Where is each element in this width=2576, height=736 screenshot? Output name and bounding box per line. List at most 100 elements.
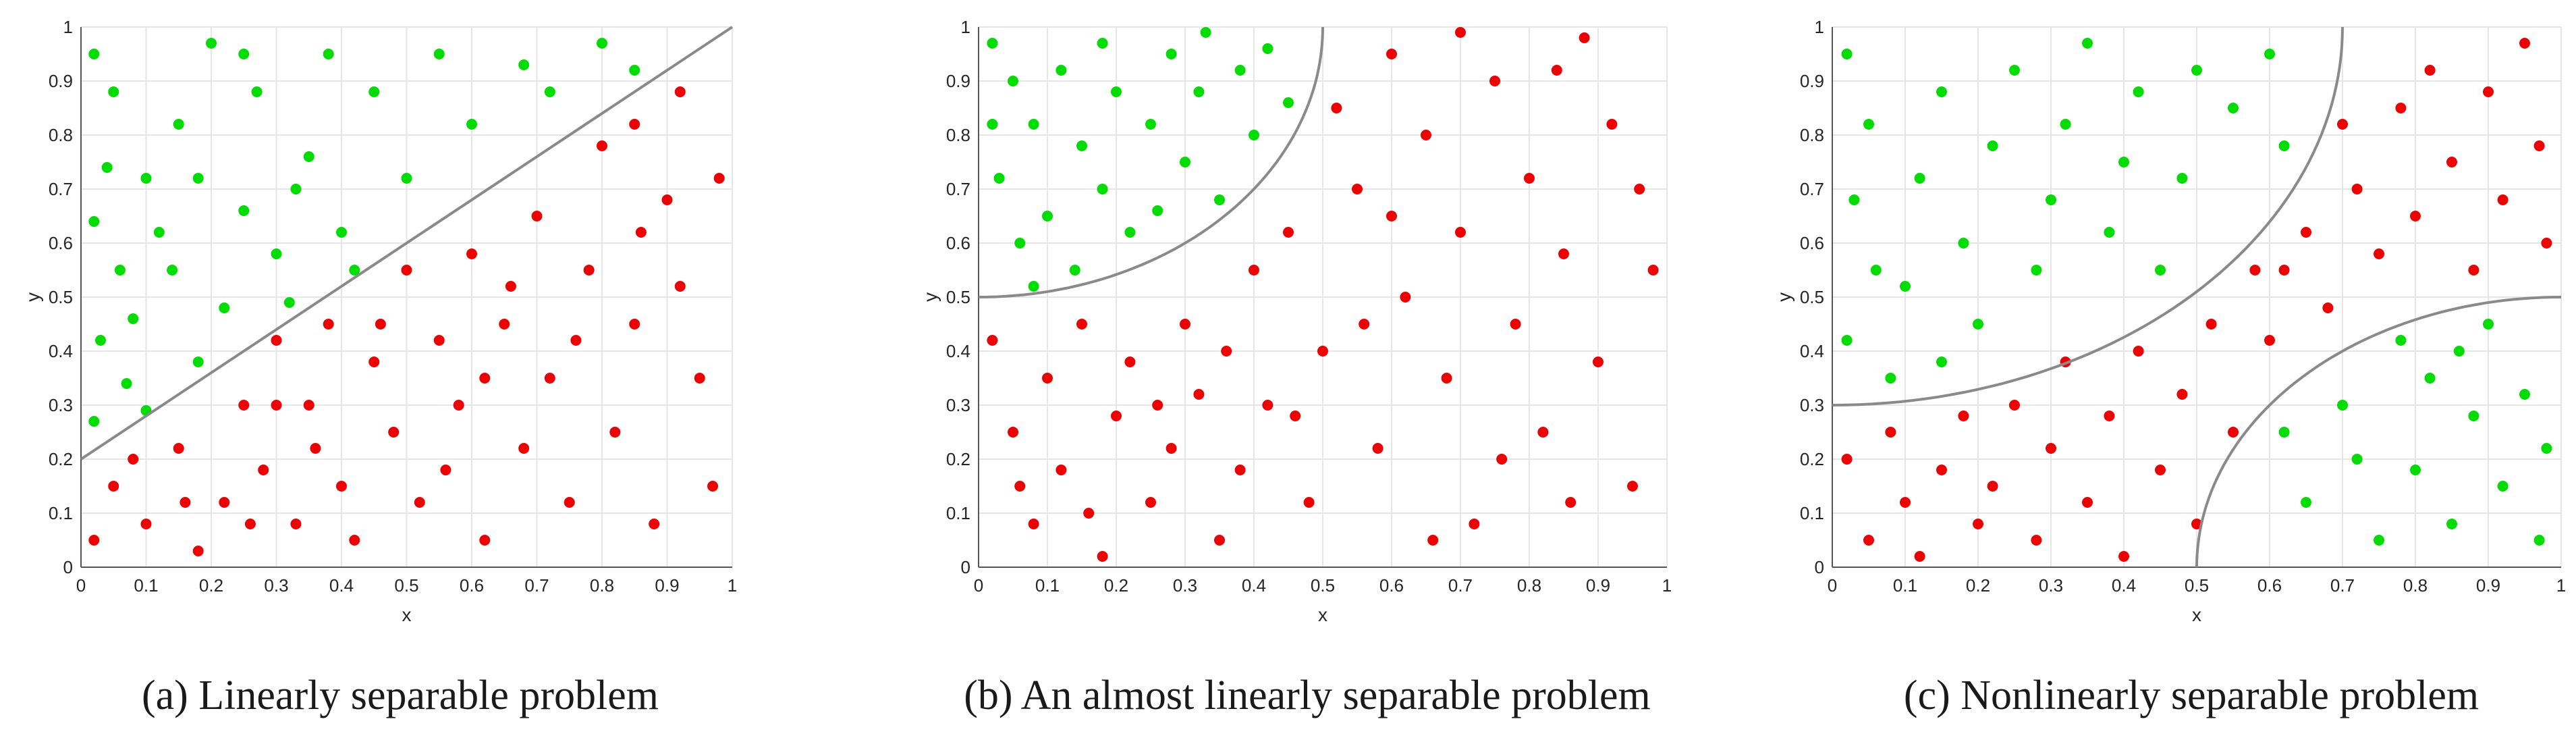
data-point-red [1565, 497, 1577, 508]
data-point-red [1283, 227, 1294, 238]
data-point-green [192, 357, 204, 367]
x-axis-label: x [1318, 604, 1327, 625]
y-axis-label: y [22, 292, 43, 302]
x-tick-label: 0.2 [199, 575, 223, 596]
data-point-red [303, 400, 314, 411]
data-point-green [401, 173, 412, 184]
y-tick-label: 0.8 [1800, 125, 1824, 145]
data-point-green [2104, 227, 2115, 238]
data-point-green [140, 173, 152, 184]
y-tick-label: 0.9 [946, 71, 970, 91]
data-point-green [1262, 43, 1273, 54]
data-point-green [2483, 319, 2494, 330]
data-point-red [238, 400, 250, 411]
data-point-green [1936, 86, 1947, 97]
y-tick-label: 0.5 [946, 287, 970, 307]
data-point-red [1841, 454, 1853, 465]
data-point-red [1221, 346, 1232, 357]
data-point-green [2446, 519, 2457, 529]
y-tick-label: 0.8 [49, 125, 73, 145]
y-tick-label: 1 [961, 17, 970, 37]
data-point-green [1028, 281, 1039, 292]
data-point-red [1606, 119, 1618, 130]
data-point-red [388, 427, 400, 438]
data-point-red [466, 248, 477, 259]
y-tick-label: 0.7 [946, 179, 970, 199]
data-point-red [1193, 389, 1205, 400]
data-point-green [1958, 238, 1969, 248]
data-point-red [1469, 519, 1480, 529]
data-point-red [140, 519, 152, 529]
x-tick-label: 0 [1828, 575, 1837, 596]
y-tick-label: 0.1 [1800, 503, 1824, 523]
y-tick-label: 0 [63, 557, 73, 577]
data-point-green [1841, 335, 1853, 346]
data-point-red [2278, 265, 2290, 275]
y-tick-label: 0 [1815, 557, 1824, 577]
data-point-red [1303, 497, 1315, 508]
data-point-red [649, 519, 660, 529]
y-tick-label: 0.6 [946, 233, 970, 253]
data-point-green [238, 49, 250, 59]
data-point-red [1958, 411, 1969, 421]
data-point-red [713, 173, 725, 184]
data-point-red [505, 281, 516, 292]
data-point-red [2155, 465, 2166, 475]
data-point-green [1914, 173, 1925, 184]
data-point-red [180, 497, 191, 508]
data-point-red [1352, 184, 1363, 194]
data-point-red [290, 519, 302, 529]
data-point-red [368, 357, 380, 367]
data-point-green [2031, 265, 2042, 275]
data-point-green [2228, 103, 2239, 113]
data-point-green [1200, 27, 1211, 38]
data-point-red [173, 443, 184, 454]
data-point-red [2424, 65, 2436, 76]
y-tick-label: 0 [961, 557, 970, 577]
data-point-red [1042, 373, 1053, 384]
data-point-green [2453, 346, 2465, 357]
data-point-green [544, 86, 555, 97]
data-point-red [1214, 535, 1225, 546]
data-point-red [1331, 103, 1342, 113]
x-tick-label: 0.9 [1586, 575, 1610, 596]
data-point-green [2541, 443, 2552, 454]
data-point-green [2424, 373, 2436, 384]
data-point-red [1386, 211, 1397, 221]
data-point-green [2337, 400, 2348, 411]
data-point-green [2133, 86, 2144, 97]
data-point-green [1076, 140, 1087, 151]
data-point-red [1647, 265, 1659, 275]
x-tick-label: 0.2 [1104, 575, 1128, 596]
data-point-green [1056, 65, 1067, 76]
data-point-green [2009, 65, 2020, 76]
data-point-green [2264, 49, 2275, 59]
data-point-red [433, 335, 445, 346]
data-point-red [2264, 335, 2275, 346]
caption-b: (b) An almost linearly separable problem [964, 673, 1651, 718]
data-point-red [2118, 551, 2129, 562]
data-point-red [2497, 194, 2509, 205]
y-tick-label: 0.9 [1800, 71, 1824, 91]
x-tick-label: 0.4 [2112, 575, 2136, 596]
data-point-red [192, 546, 204, 556]
data-point-red [597, 140, 607, 151]
data-point-red [2446, 157, 2457, 167]
data-point-green [1145, 119, 1156, 130]
data-point-green [1069, 265, 1080, 275]
data-point-red [1634, 184, 1645, 194]
data-point-red [2031, 535, 2042, 546]
data-point-red [2541, 238, 2552, 248]
y-tick-label: 0.3 [1800, 395, 1824, 415]
data-point-red [1441, 373, 1452, 384]
caption-a: (a) Linearly separable problem [141, 673, 659, 718]
x-axis-label: x [2192, 604, 2201, 625]
y-tick-label: 0.2 [1800, 449, 1824, 469]
data-point-green [1014, 238, 1026, 248]
data-point-green [1214, 194, 1225, 205]
data-point-red [440, 465, 451, 475]
y-tick-label: 0.3 [49, 395, 73, 415]
x-tick-label: 0.4 [1242, 575, 1266, 596]
data-point-green [2278, 140, 2290, 151]
data-point-green [283, 297, 295, 308]
